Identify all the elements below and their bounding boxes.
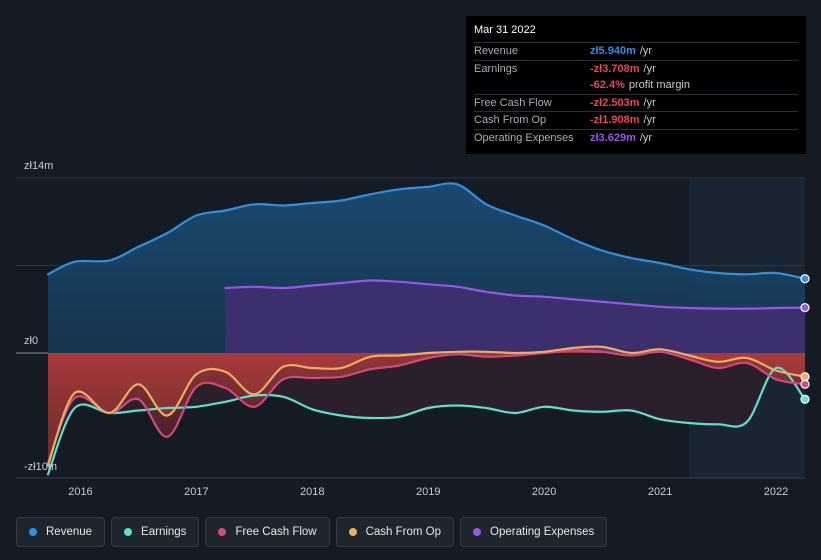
tooltip-unit: profit margin bbox=[628, 79, 690, 92]
legend-label: Revenue bbox=[46, 526, 93, 538]
tooltip-date: Mar 31 2022 bbox=[474, 24, 536, 36]
tooltip-row-margin: -62.4% profit margin bbox=[474, 77, 798, 94]
tooltip-label: Free Cash Flow bbox=[474, 96, 552, 109]
tooltip-unit: /yr bbox=[643, 62, 656, 75]
tooltip-row-earnings: Earnings -zł3.708m /yr bbox=[474, 59, 798, 78]
x-tick-label: 2019 bbox=[416, 486, 440, 498]
y-axis-label-bottom: -zł10m bbox=[24, 461, 57, 473]
legend-label: Cash From Op bbox=[365, 526, 442, 538]
y-axis-label-top: zł14m bbox=[24, 160, 53, 172]
cash-from-op-dot-icon bbox=[348, 528, 357, 536]
tooltip-row-fcf: Free Cash Flow -zł2.503m /yr bbox=[474, 93, 798, 112]
tooltip: Mar 31 2022 Revenue zł5.940m /yr Earning… bbox=[466, 16, 806, 154]
revenue-dot-icon bbox=[29, 528, 37, 536]
free-cash-flow-dot-icon bbox=[218, 528, 227, 536]
legend-item-revenue[interactable]: Revenue bbox=[16, 517, 106, 547]
tooltip-value: -zł1.908m bbox=[590, 114, 640, 127]
x-tick-label: 2016 bbox=[68, 486, 92, 498]
tooltip-unit: /yr bbox=[639, 45, 653, 58]
tooltip-value: -zł2.503m bbox=[590, 96, 640, 109]
tooltip-value: zł5.940m bbox=[590, 45, 636, 58]
earnings-dot-icon bbox=[124, 528, 133, 536]
free-cash-flow-end-point bbox=[800, 379, 810, 389]
tooltip-label: Revenue bbox=[474, 45, 519, 58]
x-tick-label: 2017 bbox=[184, 486, 208, 498]
operating-expenses-dot-icon bbox=[473, 528, 482, 536]
tooltip-unit: /yr bbox=[643, 96, 656, 109]
revenue-end-point bbox=[800, 274, 810, 284]
tooltip-value: -62.4% bbox=[590, 79, 625, 92]
cash-from-op-area bbox=[48, 346, 805, 466]
x-tick-label: 2020 bbox=[532, 486, 556, 498]
operating-expenses-area bbox=[225, 280, 805, 353]
tooltip-unit: /yr bbox=[639, 131, 653, 144]
tooltip-label: Earnings bbox=[474, 62, 518, 75]
x-tick-label: 2021 bbox=[648, 486, 672, 498]
revenue-line bbox=[46, 182, 807, 280]
legend-item-free-cash-flow[interactable]: Free Cash Flow bbox=[205, 517, 330, 547]
legend-item-earnings[interactable]: Earnings bbox=[111, 517, 200, 547]
tooltip-label: Operating Expenses bbox=[474, 131, 574, 144]
legend-label: Earnings bbox=[141, 526, 187, 538]
tooltip-unit: /yr bbox=[643, 114, 656, 127]
tooltip-value: zł3.629m bbox=[590, 131, 636, 144]
tooltip-row-revenue: Revenue zł5.940m /yr bbox=[474, 42, 798, 60]
free-cash-flow-area bbox=[48, 350, 805, 463]
x-tick-label: 2018 bbox=[300, 486, 324, 498]
tooltip-row-opex: Operating Expenses zł3.629m /yr bbox=[474, 128, 798, 147]
legend: Revenue Earnings Free Cash Flow Cash Fro… bbox=[16, 517, 608, 547]
legend-item-cash-from-op[interactable]: Cash From Op bbox=[335, 517, 455, 547]
legend-label: Free Cash Flow bbox=[235, 526, 317, 538]
x-tick-label: 2022 bbox=[764, 486, 788, 498]
y-axis-label-zero: zł0 bbox=[24, 335, 38, 347]
operating-expenses-end-point bbox=[800, 303, 810, 313]
tooltip-label: Cash From Op bbox=[474, 114, 547, 127]
tooltip-row-cfo: Cash From Op -zł1.908m /yr bbox=[474, 111, 798, 129]
chart-plot: zł14m zł0 -zł10m 2016 2017 2018 2019 2020 2021 20… bbox=[16, 160, 810, 498]
legend-item-operating-expenses[interactable]: Operating Expenses bbox=[460, 517, 608, 547]
tooltip-value: -zł3.708m bbox=[590, 62, 640, 75]
earnings-line bbox=[46, 366, 807, 476]
earnings-end-point bbox=[800, 394, 810, 404]
cash-from-op-line bbox=[46, 345, 807, 467]
operating-expenses-line bbox=[224, 279, 807, 310]
free-cash-flow-line bbox=[46, 349, 807, 465]
legend-label: Operating Expenses bbox=[490, 526, 595, 538]
cash-from-op-end-point bbox=[800, 372, 810, 382]
